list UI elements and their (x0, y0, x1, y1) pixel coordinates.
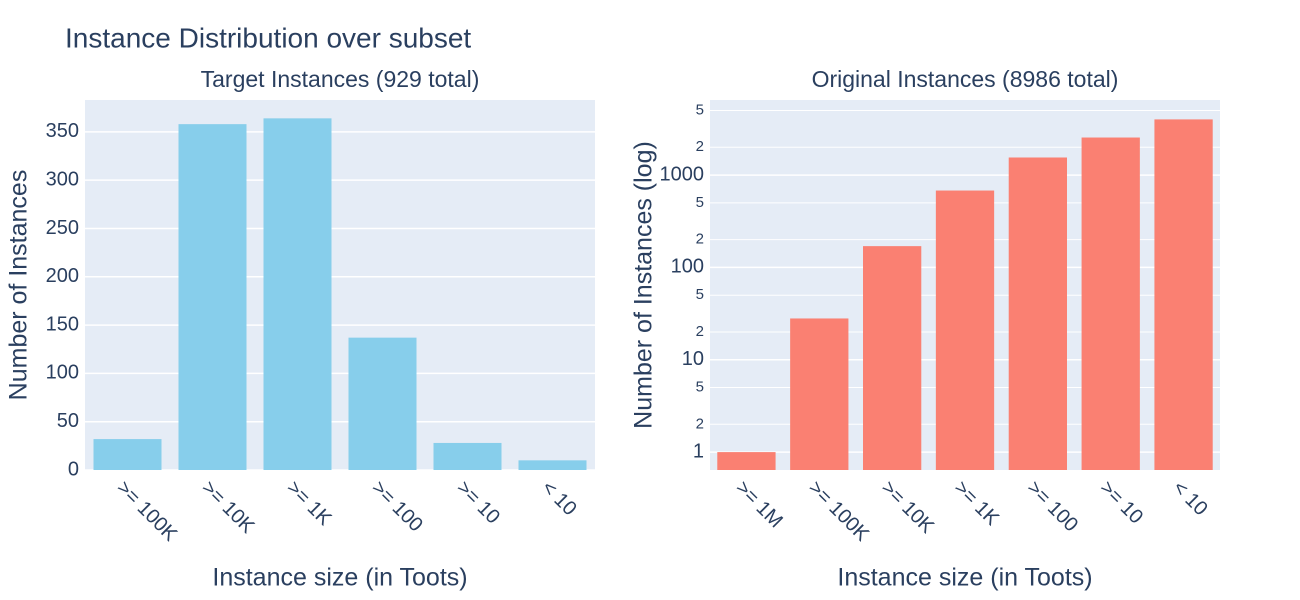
bar (93, 439, 162, 470)
y-tick-label: 250 (46, 217, 79, 239)
x-tick-label: >= 10K (877, 477, 939, 539)
y-tick-label: 2 (696, 138, 704, 155)
y-tick-label: 300 (46, 168, 79, 190)
x-tick-label: >= 100K (804, 477, 873, 546)
y-tick-label: 5 (696, 379, 704, 396)
bar (178, 124, 247, 471)
y-tick-label: 1000 (660, 163, 705, 185)
plot-area (85, 100, 595, 470)
y-tick-label: 50 (57, 410, 79, 432)
bar (935, 190, 995, 470)
x-tick-label: < 10 (1168, 477, 1211, 520)
y-tick-label: 0 (68, 458, 79, 480)
subplot-title: Original Instances (8986 total) (812, 66, 1119, 92)
x-tick-label: >= 1K (282, 477, 336, 531)
x-tick-label: >= 10 (452, 477, 504, 529)
y-tick-label: 10 (682, 348, 704, 370)
y-axis-title: Number of Instances (log) (630, 141, 658, 429)
y-tick-label: 5 (696, 286, 704, 303)
y-tick-label: 2 (696, 231, 704, 248)
x-tick-label: >= 10 (1095, 477, 1147, 529)
subplot-title: Target Instances (929 total) (201, 66, 480, 92)
x-axis-title: Instance size (in Toots) (212, 564, 467, 592)
x-tick-label: >= 100K (112, 477, 181, 546)
y-tick-label: 200 (46, 265, 79, 287)
y-tick-label: 350 (46, 120, 79, 142)
bar (1008, 157, 1067, 471)
x-tick-label: >= 100 (367, 477, 427, 537)
x-axis-title: Instance size (in Toots) (837, 564, 1092, 592)
y-axis-title: Number of Instances (5, 170, 33, 401)
bar (348, 337, 417, 470)
x-tick-label: >= 100 (1023, 477, 1083, 537)
bar (717, 452, 776, 470)
y-tick-label: 5 (696, 101, 704, 118)
bar (863, 246, 922, 470)
y-tick-label: 2 (696, 415, 704, 432)
x-tick-label: >= 1M (731, 477, 787, 533)
y-tick-label: 100 (46, 362, 79, 384)
y-tick-label: 100 (671, 256, 704, 278)
bar (790, 318, 849, 470)
figure-title: Instance Distribution over subset (65, 22, 471, 53)
bar (433, 442, 502, 470)
x-tick-label: >= 1K (950, 477, 1004, 531)
bar (263, 118, 332, 470)
y-tick-label: 5 (696, 194, 704, 211)
y-tick-label: 150 (46, 313, 79, 335)
x-tick-label: >= 10K (197, 477, 259, 539)
bar (518, 460, 587, 470)
bar (1081, 137, 1140, 470)
bar (1154, 119, 1213, 471)
y-tick-label: 2 (696, 323, 704, 340)
x-tick-label: < 10 (537, 477, 580, 520)
y-tick-label: 1 (693, 440, 704, 462)
